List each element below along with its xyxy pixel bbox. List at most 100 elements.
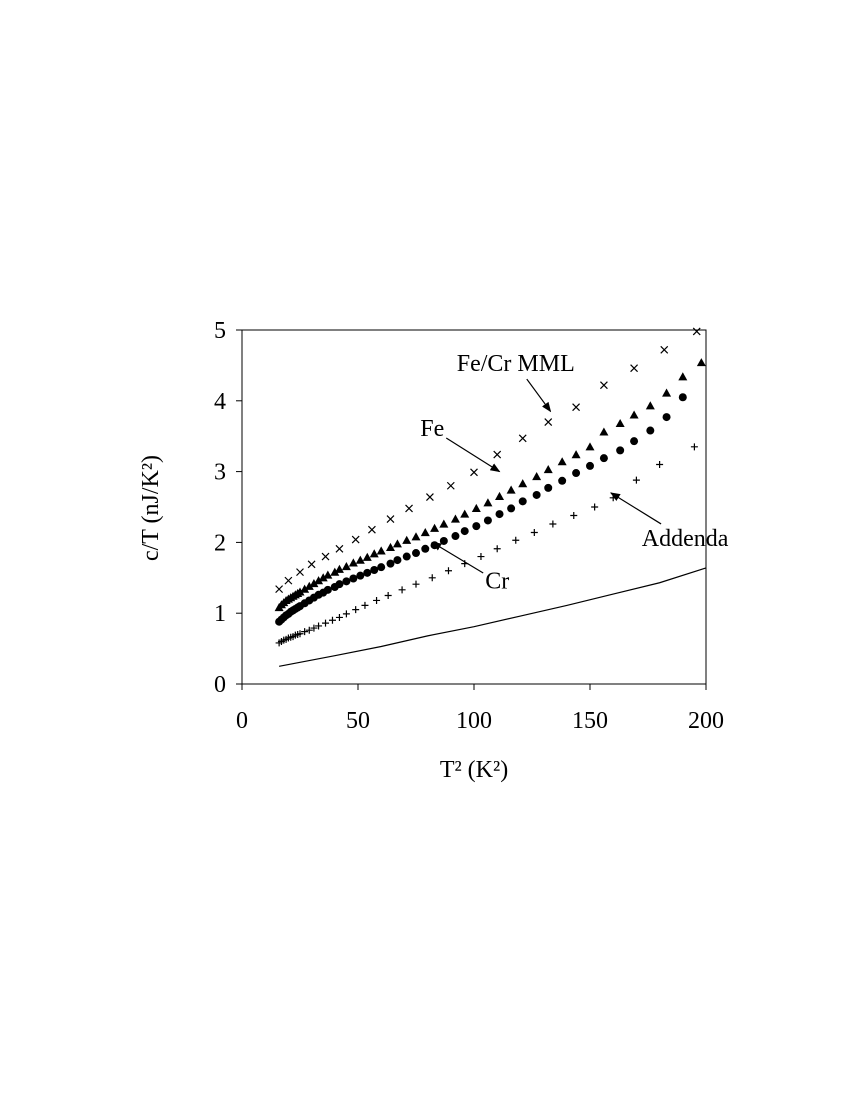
fe-point	[585, 442, 595, 451]
fe-cr-mml-point	[493, 450, 502, 459]
cr-point	[439, 536, 448, 545]
fe-point	[318, 573, 328, 582]
fe-point	[420, 527, 430, 537]
fe-cr-mml-point	[518, 434, 527, 443]
fe-cr-mml-point	[599, 381, 608, 390]
annotation-arrow-cr	[431, 541, 484, 574]
addenda-point	[322, 619, 330, 627]
fe-cr-mml-point	[572, 403, 581, 412]
fe-cr-mml-point	[321, 552, 330, 561]
fe-cr-mml-point	[544, 418, 553, 426]
fe-point	[355, 555, 365, 564]
cr-point	[472, 522, 481, 531]
fe-point	[295, 587, 305, 596]
addenda-point	[493, 545, 501, 553]
x-tick-label: 200	[688, 708, 724, 734]
fe-point	[629, 410, 639, 419]
y-tick-label: 1	[214, 601, 226, 627]
addenda-point	[477, 553, 485, 561]
fe-point	[369, 549, 379, 558]
fe-cr-mml-point	[296, 568, 304, 577]
annotation-arrow-fe-cr-mml	[526, 378, 552, 413]
addenda-point	[549, 520, 557, 528]
fe-cr-mml-point	[335, 544, 344, 553]
addenda-point	[591, 503, 599, 511]
y-axis-label: c/T (nJ/K²)	[138, 455, 164, 561]
fe-point	[615, 418, 625, 428]
annotations: Fe/Cr MML Fe Cr Addenda	[420, 351, 729, 594]
fe-cr-mml-point	[446, 481, 455, 490]
fe-point	[392, 539, 402, 548]
annotation-arrow-addenda	[610, 492, 662, 525]
cr-point	[483, 516, 492, 525]
fe-point	[662, 388, 672, 397]
fe-point	[341, 561, 351, 571]
cr-point	[678, 393, 687, 402]
fe-cr-mml-point	[660, 345, 669, 354]
cr-point	[363, 568, 372, 577]
cr-point	[558, 476, 567, 485]
addenda-point	[444, 567, 452, 575]
cr-point	[599, 454, 608, 463]
x-tick-label: 50	[346, 708, 370, 734]
fe-cr-mml-point	[386, 515, 395, 523]
fe-point	[330, 567, 340, 576]
cr-point	[586, 461, 594, 470]
y-tick-label: 4	[214, 389, 226, 415]
addenda-point	[305, 626, 313, 634]
fe-cr-mml-point	[470, 468, 478, 477]
fe-point	[543, 464, 553, 474]
cr-point	[616, 446, 625, 455]
fe-point	[483, 498, 493, 507]
cr-point	[335, 580, 344, 589]
fe-point	[300, 584, 310, 593]
fe-point	[309, 578, 319, 588]
annotation-arrow-fe	[445, 437, 501, 473]
axes: 0 50 100 150 200 0 1 2 3 4 5	[214, 318, 724, 734]
fe-point	[532, 472, 542, 481]
cr-point	[544, 483, 553, 492]
addenda-point	[412, 580, 420, 588]
addenda-point	[656, 461, 664, 469]
fe-cr-mml-point	[351, 535, 360, 544]
cr-point	[532, 490, 541, 499]
fe-point	[599, 427, 609, 436]
fe-point	[334, 564, 344, 573]
fe-point	[348, 558, 358, 567]
cr-point	[460, 527, 469, 536]
x-tick-label: 100	[456, 708, 492, 734]
fe-point	[557, 457, 567, 466]
cr-point	[393, 556, 402, 565]
cr-point	[646, 426, 655, 435]
addenda-point	[373, 596, 381, 604]
cr-point	[356, 571, 365, 580]
fe-cr-mml-point	[367, 525, 376, 534]
cr-point	[342, 577, 351, 586]
fe-point	[696, 358, 706, 367]
addenda-point	[512, 536, 520, 544]
fe-point	[439, 519, 449, 528]
fe-point	[460, 509, 470, 518]
addenda-point	[328, 616, 336, 624]
cr-point	[323, 585, 332, 594]
addenda-point	[335, 613, 343, 621]
fe-point	[430, 523, 440, 532]
addenda-point	[315, 622, 323, 630]
annotation-addenda: Addenda	[642, 526, 729, 552]
annotation-fe-cr-mml: Fe/Cr MML	[457, 351, 575, 377]
y-tick-label: 5	[214, 318, 226, 344]
fe-point	[385, 542, 395, 551]
cr-point	[402, 552, 411, 561]
fe-point	[411, 532, 421, 541]
fe-point	[450, 514, 460, 523]
x-tick-label: 0	[236, 708, 248, 734]
y-tick-label: 0	[214, 672, 226, 698]
fe-cr-mml-point	[284, 576, 293, 585]
addenda-point	[570, 511, 578, 519]
annotation-fe: Fe	[420, 416, 444, 442]
plot-frame	[241, 329, 707, 685]
cr-point	[630, 437, 639, 446]
addenda-point	[352, 606, 360, 614]
cr-point	[572, 469, 581, 478]
cr-point	[412, 549, 420, 558]
